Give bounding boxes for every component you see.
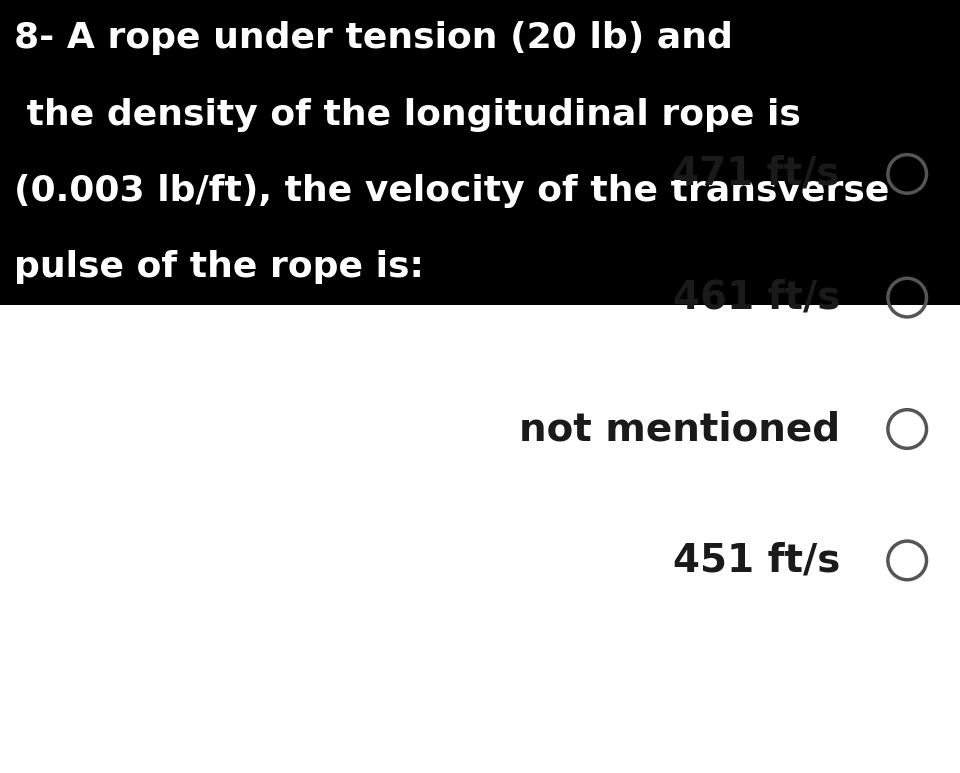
- Text: 461 ft/s: 461 ft/s: [673, 278, 840, 317]
- Text: the density of the longitudinal rope is: the density of the longitudinal rope is: [14, 97, 802, 131]
- Text: not mentioned: not mentioned: [518, 410, 840, 448]
- Text: 8- A rope under tension (20 lb) and: 8- A rope under tension (20 lb) and: [14, 21, 733, 55]
- Text: pulse of the rope is:: pulse of the rope is:: [14, 250, 424, 284]
- Bar: [0, 0, 960, 305]
- Text: 451 ft/s: 451 ft/s: [673, 541, 840, 580]
- Text: 471 ft/s: 471 ft/s: [673, 155, 840, 193]
- Text: (0.003 lb/ft), the velocity of the transverse: (0.003 lb/ft), the velocity of the trans…: [14, 174, 890, 208]
